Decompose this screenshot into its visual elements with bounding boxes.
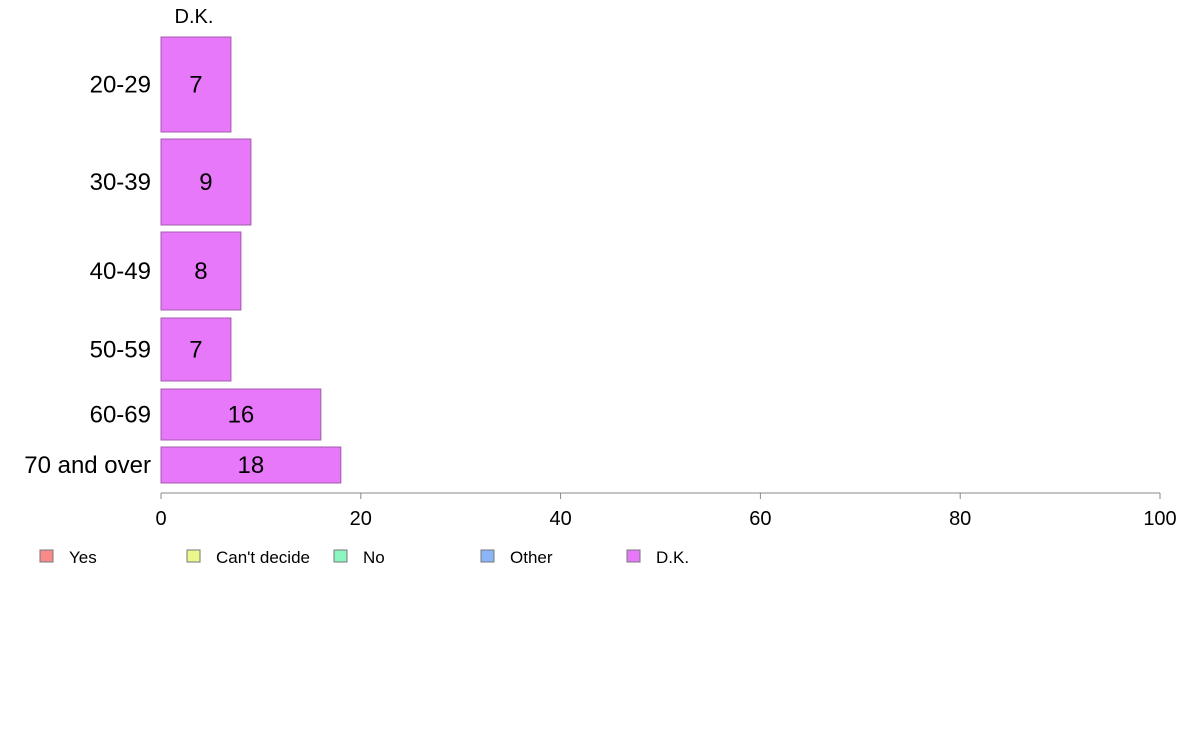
category-label: 60-69 [90,402,151,429]
legend-item: No [333,548,385,567]
legend-label: Other [510,548,553,567]
legend-swatch [480,549,495,563]
legend-label: D.K. [656,548,689,567]
category-label: 20-29 [90,72,151,99]
bar-value-label: 7 [189,337,202,364]
legend-label: Yes [69,548,97,567]
bars-layer: 7 20-29 9 30-39 8 40-49 7 50-59 16 60-69 18 70 and … [24,36,342,484]
bar-70-and-over [160,446,342,484]
legend-swatch [333,549,348,563]
x-axis: 0 20 40 60 80 100 [155,492,1177,530]
bar-20-29 [160,36,232,133]
x-tick-label: 20 [350,508,372,530]
legend-swatch [39,549,54,563]
bar-value-label: 16 [228,402,255,429]
x-tick-label: 60 [749,508,771,530]
legend: Yes Can't decide No Other D.K. [39,548,689,567]
x-tick-label: 100 [1143,508,1176,530]
x-tick-label: 80 [949,508,971,530]
legend-item: Other [480,548,553,567]
category-label: 30-39 [90,169,151,196]
category-label: 70 and over [24,452,151,479]
legend-item: Can't decide [186,548,310,567]
bar-value-label: 8 [194,258,207,285]
bar-40-49 [160,231,242,311]
x-tick-label: 40 [549,508,571,530]
bar-60-69 [160,388,322,441]
legend-label: No [363,548,385,567]
category-label: 50-59 [90,337,151,364]
legend-swatch [186,549,201,563]
series-heading: D.K. [175,6,214,28]
bar-value-label: 18 [238,452,265,479]
legend-swatch [626,549,641,563]
bar-value-label: 9 [199,169,212,196]
bar-30-39 [160,138,252,226]
bar-50-59 [160,317,232,382]
category-label: 40-49 [90,258,151,285]
legend-item: D.K. [626,548,689,567]
x-tick-label: 0 [155,508,166,530]
bar-value-label: 7 [189,72,202,99]
legend-label: Can't decide [216,548,310,567]
legend-item: Yes [39,548,97,567]
